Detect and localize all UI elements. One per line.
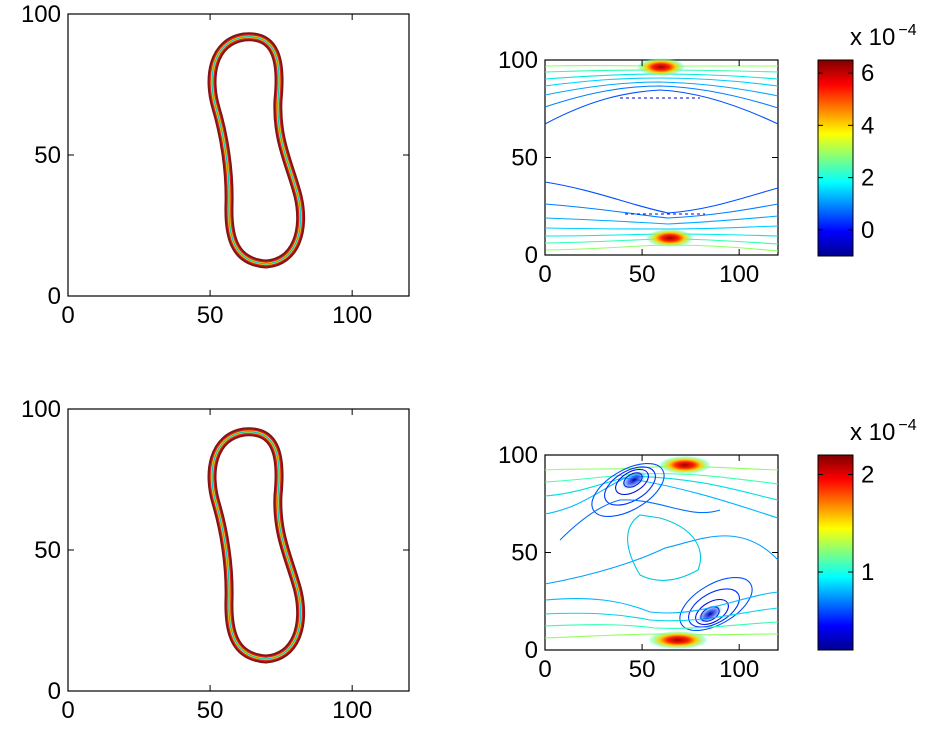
contour-ring [688,588,740,628]
colorbar-tick-label: 2 [861,165,874,192]
contour-lines [544,65,779,252]
y-tick-label: 50 [511,540,538,567]
x-axis-ticks: 0 50 100 [538,455,759,683]
band-core [211,431,302,660]
y-tick-label: 50 [34,537,61,564]
y-tick-label: 50 [511,145,538,172]
colorbar-tick-label: 0 [861,217,874,244]
hotspot [637,58,685,76]
contour-line [544,81,779,97]
x-axis-ticks: 0 50 100 [61,409,372,724]
colorbar-tick-label: 1 [861,559,874,586]
hotspot [659,456,711,474]
hotspot [646,229,694,247]
band-shape [207,32,306,269]
panel-top-left: 0 50 100 0 50 100 [21,1,410,329]
colorbar-scale-label: x 10 −4 [850,22,917,51]
x-tick-label: 50 [197,302,224,329]
panel-top-right: 0 50 100 0 50 100 0 2 4 6 x 10 −4 [498,22,917,288]
coldspot [621,470,647,490]
contour-line [627,514,702,581]
contour-ring [615,468,649,496]
contour-line [544,621,779,629]
contour-line [544,607,779,622]
x-axis-ticks: 0 50 100 [538,60,759,288]
x-tick-label: 0 [61,697,74,724]
panel-bottom-left: 0 50 100 0 50 100 [21,396,410,724]
contour-line [544,465,779,471]
y-tick-label: 100 [498,442,538,469]
y-tick-label: 0 [525,242,538,269]
colorbar: 0 2 4 6 x 10 −4 [817,22,917,257]
x-tick-label: 100 [719,656,759,683]
y-axis-ticks: 0 50 100 [21,396,409,705]
contour-line [544,591,779,614]
contour-line [544,215,779,225]
x-tick-label: 100 [332,697,372,724]
y-tick-label: 100 [21,1,61,28]
contour-line [544,181,779,214]
hotspot [648,631,708,649]
hotspots [621,456,723,649]
colorbar-ticks: 12 [818,462,874,586]
contour-line [544,203,779,219]
contour-ring [591,462,665,518]
band-shape [207,427,306,664]
y-axis-ticks: 0 50 100 [498,442,778,664]
colorbar-tick-label: 4 [861,112,874,139]
contour-line [544,89,779,125]
x-tick-label: 0 [538,261,551,288]
colorbar-ticks: 0 2 4 6 [818,60,874,244]
x-tick-label: 50 [629,261,656,288]
x-tick-label: 100 [332,302,372,329]
contour-line [544,85,779,109]
y-tick-label: 50 [34,142,61,169]
hotspots [637,58,694,247]
contour-line [559,499,721,541]
band-core [211,36,302,265]
y-axis-ticks: 0 50 100 [498,47,778,269]
colorbar-scale-label: x 10 −4 [850,417,917,446]
colorbar: 12 x 10 −4 [817,417,917,651]
coldspot [697,604,723,624]
contour-line [544,225,779,230]
y-axis-ticks: 0 50 100 [21,1,409,310]
y-tick-label: 0 [525,637,538,664]
x-tick-label: 0 [538,656,551,683]
x-tick-label: 50 [629,656,656,683]
colorbar-tick-label: 6 [861,60,874,87]
y-tick-label: 100 [21,396,61,423]
contour-line [544,535,779,585]
y-tick-label: 100 [498,47,538,74]
contour-ring [679,576,753,632]
colorbar-tick-label: 2 [861,462,874,489]
x-tick-label: 50 [197,697,224,724]
colorbar-bar [817,454,854,651]
y-tick-label: 0 [48,283,61,310]
contour-lines [544,462,779,639]
x-axis-ticks: 0 50 100 [61,14,372,329]
contour-line [544,77,779,87]
y-tick-label: 0 [48,678,61,705]
contour-ring [604,466,656,506]
band-fringe [217,437,267,653]
colorbar-bar [817,59,854,257]
x-tick-label: 0 [61,302,74,329]
x-tick-label: 100 [719,261,759,288]
